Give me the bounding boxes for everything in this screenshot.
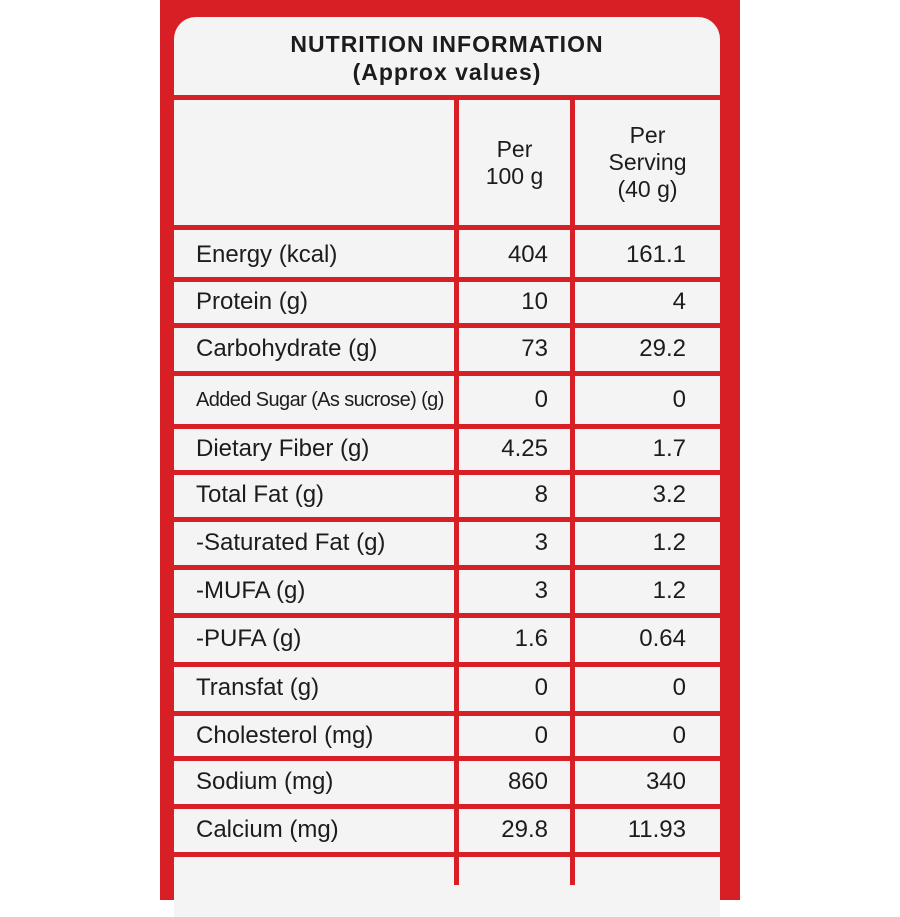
value-per-100g: 860 [507,768,548,795]
value-per-100g: 0 [534,674,548,701]
nutrient-label: Calcium (mg) [196,816,339,843]
grid-line [174,225,720,230]
grid-line [174,277,720,282]
value-per-serving: 1.2 [652,577,686,604]
value-per-serving: 3.2 [652,481,686,508]
nutrient-label: Dietary Fiber (g) [196,435,370,462]
value-per-100g: 0 [534,386,548,413]
table-row: Total Fat (g) 8 3.2 [174,474,720,516]
column-header-per-serving: Per Serving (40 g) [608,122,687,202]
value-per-serving: 29.2 [639,335,686,362]
nutrient-label: Sodium (mg) [196,768,334,795]
table-title: NUTRITION INFORMATION [290,31,604,57]
value-per-100g: 1.6 [514,625,548,652]
grid-line [174,565,720,570]
value-per-serving: 0 [672,674,686,701]
grid-line [174,662,720,667]
value-per-100g: 404 [507,241,548,268]
value-per-100g: 8 [534,481,548,508]
nutrition-panel [174,17,720,917]
value-per-100g: 10 [521,288,548,315]
nutrient-label: Energy (kcal) [196,241,338,268]
nutrient-label: Total Fat (g) [196,481,325,508]
grid-line [174,711,720,716]
table-row: Added Sugar (As sucrose) (g) 0 0 [174,379,720,421]
value-per-serving: 0.64 [639,625,686,652]
value-per-serving: 1.7 [652,435,686,462]
table-subtitle: (Approx values) [352,59,542,85]
nutrient-label: -MUFA (g) [196,577,306,604]
table-row: Dietary Fiber (g) 4.25 1.7 [174,428,720,470]
value-per-serving: 0 [672,722,686,749]
table-row: -Saturated Fat (g) 3 1.2 [174,522,720,564]
value-per-100g: 29.8 [501,816,548,843]
value-per-100g: 4.25 [501,435,548,462]
value-per-100g: 0 [534,722,548,749]
grid-line [174,424,720,429]
nutrient-label: -PUFA (g) [196,625,302,652]
grid-line [174,323,720,328]
nutrient-label: -Saturated Fat (g) [196,529,386,556]
grid-line [174,517,720,522]
column-header-per-100g: Per 100 g [485,136,544,189]
grid-line [174,756,720,761]
table-header: NUTRITION INFORMATION (Approx values) [174,30,720,86]
grid-line [454,95,459,885]
table-row: Cholesterol (mg) 0 0 [174,715,720,757]
grid-line [174,613,720,618]
table-row: Calcium (mg) 29.8 11.93 [174,809,720,851]
grid-line [174,470,720,475]
nutrient-label: Added Sugar (As sucrose) (g) [196,389,444,411]
grid-line [174,371,720,376]
grid-line [174,804,720,809]
table-row: Energy (kcal) 404 161.1 [174,234,720,276]
nutrient-label: Carbohydrate (g) [196,335,378,362]
table-row: -MUFA (g) 3 1.2 [174,570,720,612]
table-row: Transfat (g) 0 0 [174,667,720,709]
value-per-serving: 1.2 [652,529,686,556]
grid-line [570,95,575,885]
table-row: Sodium (mg) 860 340 [174,761,720,803]
value-per-serving: 161.1 [625,241,686,268]
nutrient-label: Protein (g) [196,288,309,315]
grid-line [174,852,720,857]
table-row: -PUFA (g) 1.6 0.64 [174,618,720,660]
value-per-serving: 0 [672,386,686,413]
value-per-100g: 3 [534,577,548,604]
value-per-100g: 3 [534,529,548,556]
value-per-100g: 73 [521,335,548,362]
value-per-serving: 11.93 [627,816,686,843]
value-per-serving: 4 [672,288,686,315]
table-row: Protein (g) 10 4 [174,281,720,323]
nutrient-label: Cholesterol (mg) [196,722,374,749]
grid-line [174,95,720,100]
table-row: Carbohydrate (g) 73 29.2 [174,328,720,370]
value-per-serving: 340 [645,768,686,795]
nutrient-label: Transfat (g) [196,674,320,701]
